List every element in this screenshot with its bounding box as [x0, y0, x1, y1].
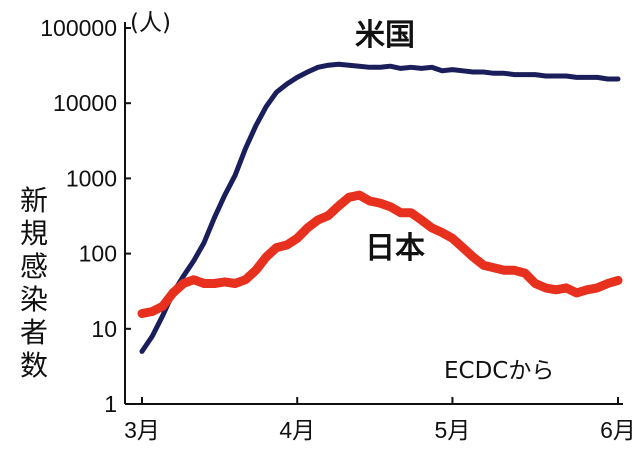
- y-axis: 1 10 100 1000 10000 100000: [40, 15, 131, 417]
- x-tick-label: 4月: [279, 417, 315, 443]
- y-axis-label-char: 数: [20, 349, 48, 382]
- y-tick-label: 1: [104, 391, 117, 417]
- y-tick-label: 100: [79, 241, 117, 267]
- x-tick-label: 6月: [600, 417, 636, 443]
- y-tick-label: 1000: [66, 165, 117, 191]
- x-axis: 3月 4月 5月 6月: [124, 397, 636, 443]
- x-tick-label: 3月: [124, 417, 160, 443]
- x-tick-label: 5月: [435, 417, 471, 443]
- y-axis-label-char: 感: [20, 250, 48, 283]
- source-label: ECDCから: [444, 358, 554, 384]
- y-tick-label: 100000: [40, 15, 117, 41]
- y-tick-label: 10: [91, 316, 117, 342]
- series-group: [137, 61, 623, 354]
- y-axis-label-char: 者: [20, 316, 48, 349]
- series-line-usa: [139, 61, 621, 354]
- y-axis-label-char: 規: [20, 217, 48, 250]
- series-label-usa: 米国: [355, 18, 415, 53]
- y-tick-label: 10000: [53, 90, 117, 116]
- series-label-japan: 日本: [365, 231, 425, 266]
- series-line-japan: [137, 190, 623, 318]
- y-unit-label: (人): [130, 10, 171, 36]
- y-axis-label-char: 染: [20, 283, 48, 316]
- y-axis-label-char: 新: [20, 184, 48, 217]
